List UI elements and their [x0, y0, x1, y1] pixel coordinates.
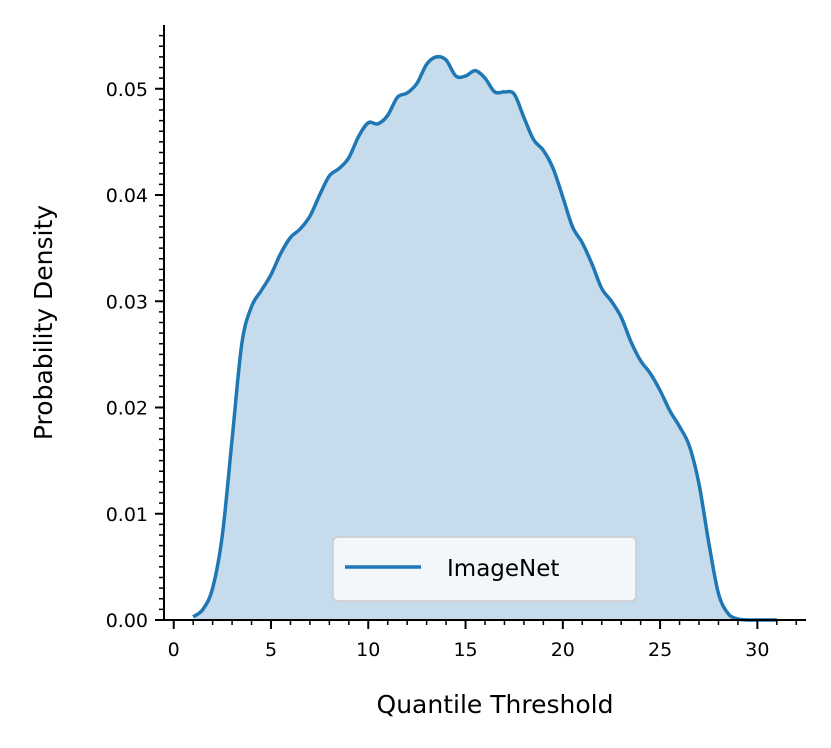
y-tick-label: 0.05: [106, 79, 148, 101]
legend-label-imagenet: ImageNet: [447, 556, 559, 582]
x-axis-ticks: 0 5 10 15 20 25 30: [168, 620, 798, 661]
y-tick-label: 0.02: [106, 398, 148, 420]
x-tick-label: 30: [745, 639, 769, 661]
x-tick-label: 20: [551, 639, 575, 661]
y-axis-title: Probability Density: [29, 205, 58, 440]
x-tick-label: 5: [265, 639, 277, 661]
y-tick-label: 0.01: [106, 504, 148, 526]
y-tick-label: 0.03: [106, 291, 148, 313]
x-axis-title: Quantile Threshold: [377, 690, 614, 719]
y-axis-ticks: 0.00 0.01 0.02 0.03 0.04 0.05: [106, 34, 164, 632]
legend-box: [332, 536, 637, 602]
density-area-fill: [193, 56, 777, 621]
x-tick-label: 25: [648, 639, 672, 661]
plot-area: [192, 54, 777, 622]
y-tick-label: 0.00: [106, 610, 148, 632]
y-tick-label: 0.04: [106, 185, 148, 207]
x-tick-label: 10: [356, 639, 380, 661]
x-tick-label: 0: [168, 639, 180, 661]
legend: ImageNet: [332, 536, 637, 602]
density-line: [192, 54, 777, 622]
x-tick-label: 15: [453, 639, 477, 661]
